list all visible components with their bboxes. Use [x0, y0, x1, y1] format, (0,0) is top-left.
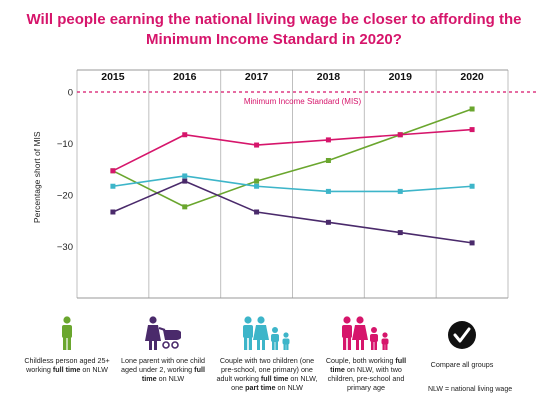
data-point-lone_parent-2019 [397, 230, 403, 236]
chart-title-line-2: Minimum Income Standard in 2020? [146, 31, 402, 48]
data-point-lone_parent-2020 [469, 240, 475, 246]
y-tick-label: −30 [57, 242, 73, 253]
series-line-couple_one_worker [112, 175, 473, 193]
y-tick-label: 0 [68, 88, 73, 99]
series-line-childless [112, 108, 473, 208]
y-tick-label: −10 [57, 139, 73, 150]
data-point-couple_both-2015 [110, 168, 116, 174]
data-point-lone_parent-2018 [325, 219, 331, 225]
legend-item-childless[interactable]: Childless person aged 25+ working full t… [18, 316, 116, 374]
data-point-childless-2018 [325, 157, 331, 163]
year-label-2016: 2016 [173, 71, 197, 83]
data-point-couple_one_worker-2017 [254, 183, 260, 189]
legend-label-lone_parent: Lone parent with one child aged under 2,… [121, 356, 205, 383]
data-point-couple_both-2016 [182, 132, 188, 138]
legend-item-couple_one_worker[interactable]: Couple with two children (one pre-school… [214, 316, 320, 392]
single-adult-icon [18, 316, 116, 352]
year-label-2019: 2019 [389, 71, 413, 83]
legend-item-couple_both[interactable]: Couple, both working full time on NLW, w… [319, 316, 413, 392]
data-point-couple_one_worker-2016 [182, 173, 188, 179]
data-point-couple_both-2019 [397, 132, 403, 138]
data-point-lone_parent-2017 [254, 209, 260, 215]
legend-label-all: Compare all groups [430, 360, 494, 369]
legend-label-couple_both: Couple, both working full time on NLW, w… [325, 356, 407, 392]
footnote: NLW = national living wage [428, 386, 513, 393]
data-point-couple_one_worker-2015 [110, 183, 116, 189]
series-line-lone_parent [112, 180, 473, 244]
series-line-couple_both [112, 128, 473, 172]
data-point-lone_parent-2016 [182, 178, 188, 184]
legend-label-couple_one_worker: Couple with two children (one pre-school… [216, 356, 318, 392]
year-label-2020: 2020 [460, 71, 484, 83]
data-point-couple_one_worker-2018 [325, 188, 331, 194]
year-label-2015: 2015 [101, 71, 125, 83]
legend-item-all[interactable]: Compare all groups [422, 320, 502, 369]
y-tick-label: −20 [57, 191, 73, 202]
year-label-2018: 2018 [317, 71, 341, 83]
chart-title-line-1: Will people earning the national living … [26, 11, 522, 28]
lone-parent-with-pram-icon [116, 316, 210, 352]
data-point-childless-2020 [469, 106, 475, 112]
chart-title: Will people earning the national living … [0, 10, 548, 50]
couple-two-children-icon [319, 316, 413, 352]
checkmark-circle-icon [422, 320, 502, 352]
data-point-childless-2017 [254, 178, 260, 184]
year-label-2017: 2017 [245, 71, 269, 83]
data-point-couple_both-2018 [325, 137, 331, 143]
y-axis-label: Percentage short of MIS [32, 131, 42, 223]
legend-label-childless: Childless person aged 25+ working full t… [24, 356, 110, 374]
data-point-couple_both-2017 [254, 142, 260, 148]
data-point-couple_one_worker-2020 [469, 183, 475, 189]
mis-reference-label: Minimum Income Standard (MIS) [244, 97, 362, 106]
data-point-couple_one_worker-2019 [397, 188, 403, 194]
data-point-lone_parent-2015 [110, 209, 116, 215]
data-point-couple_both-2020 [469, 127, 475, 133]
data-point-childless-2016 [182, 204, 188, 210]
couple-two-children-icon [214, 316, 320, 352]
legend-item-lone_parent[interactable]: Lone parent with one child aged under 2,… [116, 316, 210, 383]
